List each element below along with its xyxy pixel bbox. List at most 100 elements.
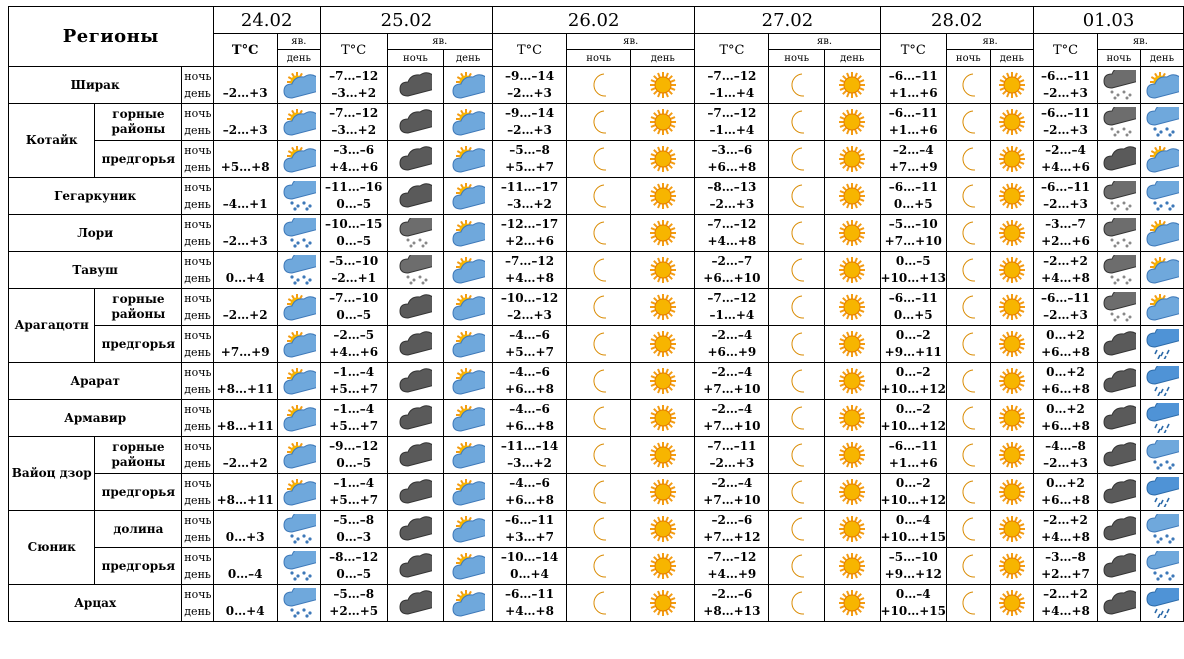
temp-night: –7…–12 — [329, 106, 379, 120]
day-label: день — [184, 605, 211, 618]
temp-day: +10…+13 — [880, 271, 947, 285]
region-name: Вайоц дзор — [7, 436, 96, 511]
temp-night: –7…–12 — [707, 217, 757, 231]
sun-icon — [823, 584, 881, 622]
moon-icon — [566, 584, 632, 622]
night-day-label: ночь день — [181, 473, 214, 511]
snow-dark-icon — [1096, 251, 1141, 289]
sun-icon — [630, 584, 696, 622]
night-label: ночь — [184, 403, 212, 416]
temp-cell: –2…+2 — [212, 288, 278, 326]
date-1: 25.02 — [319, 6, 493, 34]
temp-cell: –5…–10 +7…+10 — [879, 214, 948, 252]
temp-day: +6…+8 — [707, 160, 757, 174]
date-0: 24.02 — [212, 6, 321, 34]
sun-icon — [989, 473, 1035, 511]
temp-day: +10…+12 — [880, 493, 947, 507]
night-day-label: ночь день — [181, 177, 214, 215]
sun-cloud-icon — [443, 473, 493, 511]
temp-cell: –4…–6 +5…+7 — [491, 325, 568, 363]
table-row: Арарат ночь день +8…+11 –1…–4 +5…+7 –4…–6 +6…+… — [7, 362, 1184, 400]
sun-cloud-icon — [1139, 140, 1184, 178]
subregion-name: долина — [94, 510, 183, 548]
temp-cell: 0…–2 +10…+12 — [879, 399, 948, 437]
temp-cell: 0…+3 — [212, 510, 278, 548]
moon-icon — [768, 214, 825, 252]
forecast-table: Регионы 24.02 25.02 26.02 27.02 28.02 01.03 T°C… — [7, 6, 1184, 622]
temp-day: +7…+9 — [888, 160, 938, 174]
temp-day: +7…+9 — [220, 345, 270, 359]
temp-night: 0…+2 — [1046, 328, 1085, 342]
snow-cloud-icon — [1139, 103, 1184, 141]
region-name: Ширак — [7, 66, 183, 104]
temp-day: +4…+6 — [329, 345, 379, 359]
sun-icon — [630, 399, 696, 437]
temp-cell: –10…–12 –2…+3 — [491, 288, 568, 326]
moon-icon — [768, 547, 825, 585]
dark-cloud-icon — [1096, 362, 1141, 400]
moon-icon — [768, 251, 825, 289]
table-row: предгорья ночь день 0…–4 –8…–12 0…–5 –10…–14 0… — [9, 547, 1184, 585]
night-label: ночь — [184, 514, 212, 527]
temp-night: –7…–12 — [707, 550, 757, 564]
temp-day: –2…+3 — [709, 456, 755, 470]
moon-icon — [946, 547, 991, 585]
temp-day: +3…+7 — [505, 530, 554, 544]
moon-icon — [768, 66, 825, 104]
temp-night: –10…–15 — [325, 217, 383, 231]
rain-cloud-icon — [1139, 584, 1184, 622]
temp-day: +4…+8 — [1041, 604, 1090, 618]
day-label: день — [184, 383, 211, 396]
temp-day: 0…+4 — [225, 271, 265, 285]
temp-night: –7…–12 — [707, 106, 757, 120]
temp-cell: +8…+11 — [212, 399, 278, 437]
temp-cell: –2…+3 — [212, 103, 278, 141]
temp-day: 0…–5 — [336, 308, 372, 322]
sun-icon — [823, 66, 881, 104]
dark-cloud-icon — [386, 584, 445, 622]
sun-cloud-icon — [276, 66, 321, 104]
day-header-4: день — [989, 49, 1035, 67]
moon-icon — [566, 66, 632, 104]
day-label: день — [184, 531, 211, 544]
sun-cloud-icon — [276, 473, 321, 511]
day-label: день — [184, 346, 211, 359]
temp-day: –1…+4 — [709, 308, 755, 322]
sun-cloud-icon — [1139, 66, 1184, 104]
dark-cloud-icon — [386, 288, 445, 326]
sun-icon — [823, 251, 881, 289]
region-name: Арцах — [7, 584, 183, 622]
temp-cell: –2…–4 +4…+6 — [1033, 140, 1098, 178]
temp-cell: –6…–11 –2…+3 — [1033, 103, 1098, 141]
night-header-2: ночь — [566, 49, 632, 67]
temp-day: –2…+3 — [709, 197, 755, 211]
temp-cell: –7…–12 –1…+4 — [694, 103, 770, 141]
night-label: ночь — [184, 477, 212, 490]
temp-night: –2…+2 — [1043, 587, 1088, 601]
temp-night: 0…–2 — [895, 328, 931, 342]
temp-night: –6…–11 — [1040, 180, 1091, 194]
moon-icon — [566, 288, 632, 326]
sun-cloud-icon — [443, 436, 493, 474]
moon-icon — [566, 140, 632, 178]
sun-icon — [630, 547, 696, 585]
temp-cell: –4…–8 –2…+3 — [1033, 436, 1098, 474]
temp-day: +10…+15 — [880, 604, 947, 618]
moon-icon — [946, 214, 991, 252]
temp-night: –10…–14 — [500, 550, 559, 564]
sun-cloud-icon — [443, 399, 493, 437]
night-header-1: ночь — [386, 49, 445, 67]
night-label: ночь — [184, 107, 212, 120]
temp-cell: –2…–4 +7…+10 — [694, 473, 770, 511]
temp-night: –2…–4 — [711, 476, 753, 490]
temp-night: –5…–10 — [888, 550, 938, 564]
temp-day: 0…+3 — [225, 530, 265, 544]
day-label: день — [184, 457, 211, 470]
temp-night: –6…–11 — [505, 513, 555, 527]
temp-cell: –3…–6 +6…+8 — [694, 140, 770, 178]
temp-header-0: T°C — [212, 33, 278, 67]
temp-cell: –11…–17 –3…+2 — [491, 177, 568, 215]
sun-cloud-icon — [276, 362, 321, 400]
dark-cloud-icon — [386, 399, 445, 437]
temp-cell: –7…–12 –3…+2 — [319, 66, 388, 104]
